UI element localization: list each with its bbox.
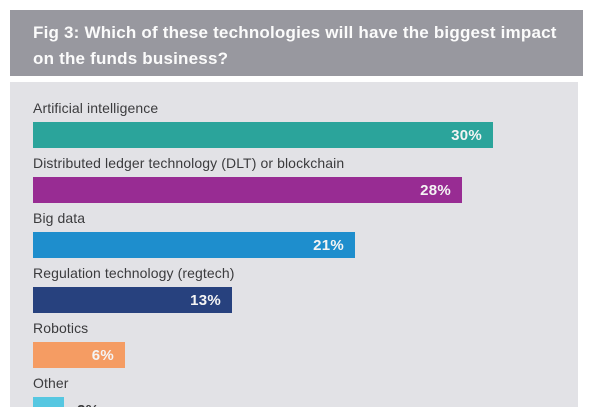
category-label: Distributed ledger technology (DLT) or b…: [33, 155, 345, 171]
chart-title: Fig 3: Which of these technologies will …: [33, 23, 557, 68]
bar-row: Robotics 6%: [33, 320, 578, 368]
value-label: 13%: [190, 292, 221, 309]
value-label: 28%: [420, 182, 451, 199]
chart-title-bar: Fig 3: Which of these technologies will …: [10, 10, 583, 76]
category-label: Artificial intelligence: [33, 100, 159, 116]
category-label: Big data: [33, 210, 86, 226]
value-label: 2%: [77, 397, 99, 407]
value-label: 21%: [313, 237, 344, 254]
bar-row: Artificial intelligence 30%: [33, 100, 578, 148]
bar-row: Distributed ledger technology (DLT) or b…: [33, 155, 578, 203]
value-label: 6%: [91, 347, 114, 364]
bar-row: Big data 21%: [33, 210, 578, 258]
bar-dlt-blockchain: [33, 177, 462, 203]
category-label: Other: [33, 375, 69, 391]
chart-plot-area: Artificial intelligence 30% Distributed …: [10, 82, 578, 407]
bar-row: Regulation technology (regtech) 13%: [33, 265, 578, 313]
value-label: 30%: [451, 127, 482, 144]
category-label: Regulation technology (regtech): [33, 265, 235, 281]
bar-artificial-intelligence: [33, 122, 493, 148]
bar-row: Other 2%: [33, 375, 578, 407]
category-label: Robotics: [33, 320, 89, 336]
bar-robotics: [33, 342, 125, 368]
bar-regtech: [33, 287, 232, 313]
bar-other: [33, 397, 64, 407]
bar-big-data: [33, 232, 355, 258]
